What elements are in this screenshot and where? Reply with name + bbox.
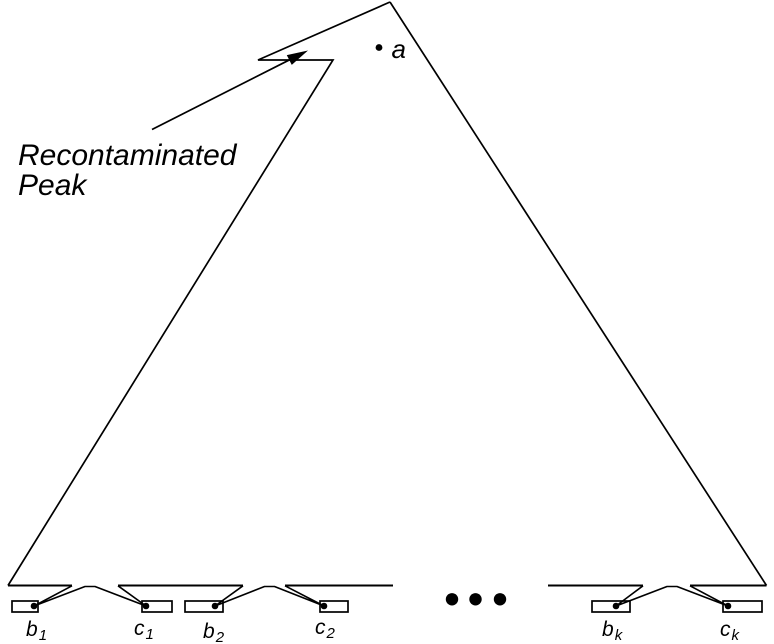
label-subscript: 2 xyxy=(215,629,225,644)
hut-group-2: b2 c2 xyxy=(184,585,349,644)
label-subscript: 1 xyxy=(39,627,47,644)
peak-caption-line2: Peak xyxy=(18,169,88,202)
label-main: b xyxy=(26,618,38,641)
hut-legs xyxy=(214,585,325,607)
vertex-dot-a xyxy=(375,44,383,51)
label-a: a xyxy=(392,34,406,64)
arrow-head xyxy=(286,50,308,65)
node-box-c1 xyxy=(141,600,173,613)
label-main: b xyxy=(203,620,215,643)
label-main: c xyxy=(315,616,326,639)
label-c1: c1 xyxy=(134,617,154,643)
label-subscript: 1 xyxy=(146,626,154,643)
label-subscript: k xyxy=(615,627,624,644)
hut-group-k: bk ck xyxy=(591,585,763,644)
node-box-c2 xyxy=(319,600,349,613)
node-box-bk xyxy=(591,600,631,613)
mountain-right-edge xyxy=(389,1,768,586)
node-box-b1 xyxy=(11,600,39,613)
hut-group-1: b1 c1 xyxy=(11,585,173,644)
mountain-left-edge-zigzag xyxy=(7,1,391,586)
label-main: c xyxy=(134,617,145,640)
label-b1: b1 xyxy=(26,618,47,644)
peak-caption-line1: Recontaminated xyxy=(18,139,238,172)
vertex-dot-b2 xyxy=(211,602,219,610)
label-main: b xyxy=(602,618,614,641)
label-b2: b2 xyxy=(203,620,225,644)
label-bk: bk xyxy=(602,618,624,644)
label-subscript: k xyxy=(732,627,741,644)
ellipsis-dot xyxy=(469,593,482,606)
hut-legs xyxy=(615,585,729,607)
label-subscript: 2 xyxy=(326,625,336,642)
recontamination-arrow xyxy=(151,50,308,131)
node-box-ck xyxy=(722,600,763,613)
label-ck: ck xyxy=(720,618,741,644)
vertex-dot-b1 xyxy=(30,602,38,610)
vertex-dot-c2 xyxy=(320,602,328,610)
hut-legs xyxy=(33,585,147,607)
ellipsis-dots xyxy=(445,593,507,606)
peak-caption: Recontaminated Peak xyxy=(18,139,238,202)
vertex-dot-bk xyxy=(612,602,620,610)
label-main: c xyxy=(720,618,731,641)
arrow-shaft xyxy=(151,55,298,131)
label-c2: c2 xyxy=(315,616,336,642)
vertex-dot-ck xyxy=(724,602,732,610)
vertex-dot-c1 xyxy=(142,602,150,610)
apex-vertex: a xyxy=(375,34,406,64)
ellipsis-dot xyxy=(493,593,507,606)
node-box-b2 xyxy=(184,600,224,613)
ellipsis-dot xyxy=(445,593,459,606)
